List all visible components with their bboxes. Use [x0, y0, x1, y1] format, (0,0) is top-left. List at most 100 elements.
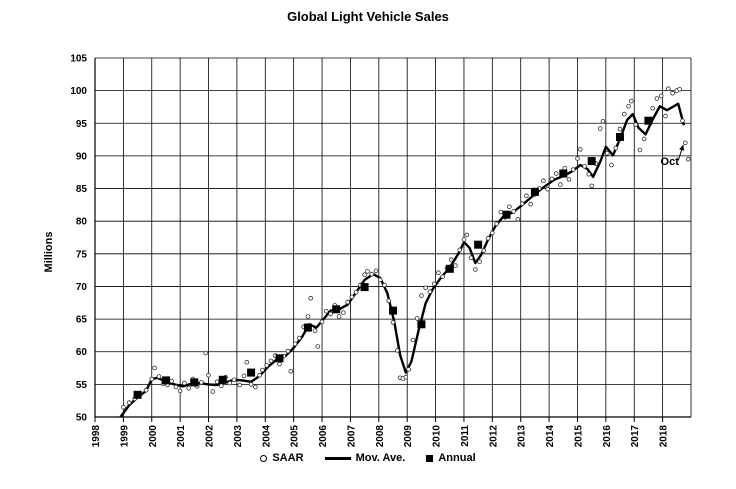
saar-point — [349, 294, 355, 300]
legend-item-saar: SAAR — [260, 452, 304, 464]
saar-point — [377, 277, 383, 283]
saar-point — [650, 106, 655, 111]
saar-point — [214, 379, 220, 385]
saar-point — [121, 404, 126, 410]
annual-point — [303, 323, 312, 332]
y-tick-label: 50 — [76, 413, 88, 424]
saar-point — [219, 383, 224, 389]
saar-point — [315, 344, 321, 349]
saar-point — [386, 298, 392, 304]
saar-point — [663, 113, 668, 119]
annual-point — [275, 354, 284, 363]
saar-point — [477, 259, 482, 265]
saar-point — [545, 186, 550, 192]
y-tick-label: 85 — [76, 184, 88, 195]
saar-point — [549, 176, 555, 182]
saar-point — [156, 374, 162, 379]
x-tick-label: 1999 — [119, 425, 130, 448]
saar-point — [472, 267, 478, 272]
saar-point — [461, 237, 467, 242]
saar-point — [206, 372, 211, 378]
saar-point — [468, 255, 474, 261]
saar-point — [453, 263, 458, 268]
annual-point — [190, 378, 199, 387]
y-tick-label: 95 — [76, 119, 88, 130]
saar-point — [305, 314, 311, 319]
y-tick-label: 60 — [76, 347, 88, 358]
saar-point — [406, 367, 411, 372]
saar-point — [231, 377, 237, 383]
saar-point — [203, 350, 209, 356]
saar-point — [597, 126, 603, 131]
saar-point — [485, 235, 491, 241]
y-tick-label: 90 — [76, 151, 88, 162]
annual-point — [644, 116, 653, 125]
x-tick-label: 2016 — [602, 425, 613, 448]
saar-point — [589, 183, 594, 189]
saar-point — [149, 376, 155, 382]
saar-point — [553, 171, 559, 176]
saar-point — [277, 361, 282, 367]
x-tick-label: 2003 — [233, 425, 244, 448]
annual-point — [162, 376, 170, 385]
annual-point — [445, 264, 454, 273]
saar-point — [419, 293, 424, 298]
annual-point — [332, 305, 341, 314]
saar-point — [365, 269, 370, 274]
saar-point — [498, 209, 504, 215]
legend-item-annual: Annual — [426, 452, 476, 464]
line-icon — [324, 456, 351, 460]
x-tick-label: 2018 — [659, 425, 670, 448]
saar-point — [227, 380, 233, 386]
x-tick-label: 1998 — [91, 425, 102, 448]
saar-point — [524, 193, 529, 199]
annual-series — [133, 116, 653, 399]
grid — [94, 57, 692, 418]
saar-point — [323, 308, 329, 314]
saar-point — [670, 90, 675, 96]
saar-point — [448, 257, 454, 263]
saar-point — [609, 162, 614, 168]
saar-point — [519, 201, 525, 206]
saar-point — [641, 136, 647, 142]
x-tick-label: 2015 — [573, 425, 584, 448]
annual-point — [616, 133, 624, 141]
saar-point — [680, 118, 685, 123]
saar-point — [570, 167, 576, 172]
saar-point — [436, 270, 441, 276]
x-tick-label: 2006 — [318, 425, 329, 448]
saar-point — [511, 209, 516, 214]
saar-point — [244, 359, 250, 365]
x-tick-label: 2014 — [545, 425, 556, 448]
saar-point — [414, 316, 420, 321]
saar-point — [617, 126, 623, 132]
saar-point — [152, 365, 157, 371]
saar-point — [182, 380, 187, 386]
annual-point — [502, 210, 511, 219]
saar-point — [600, 119, 606, 124]
annual-point — [530, 187, 539, 196]
saar-point — [241, 373, 247, 379]
saar-point — [390, 320, 396, 325]
x-tick-label: 2004 — [261, 425, 272, 448]
annual-point — [133, 390, 142, 399]
saar-point — [423, 285, 428, 291]
saar-point — [431, 281, 437, 287]
axes — [94, 58, 691, 422]
annual-point — [417, 320, 426, 329]
saar-point — [440, 274, 446, 280]
legend-label-mov-ave: Mov. Ave. — [355, 452, 406, 465]
mov-ave-line — [119, 102, 686, 418]
saar-point — [353, 289, 359, 295]
saar-point — [394, 348, 400, 353]
tick-labels: 50 55 60 65 70 75 80 85 90 95 100 105 1998 1999 2000 20… — [70, 54, 669, 448]
saar-point — [268, 358, 274, 364]
saar-point — [677, 87, 682, 92]
saar-point — [336, 314, 342, 319]
y-tick-label: 80 — [76, 217, 88, 228]
x-tick-label: 2010 — [432, 425, 443, 448]
saar-point — [403, 374, 409, 380]
saar-point — [319, 319, 325, 325]
saar-point — [308, 295, 314, 301]
saar-point — [427, 289, 433, 295]
